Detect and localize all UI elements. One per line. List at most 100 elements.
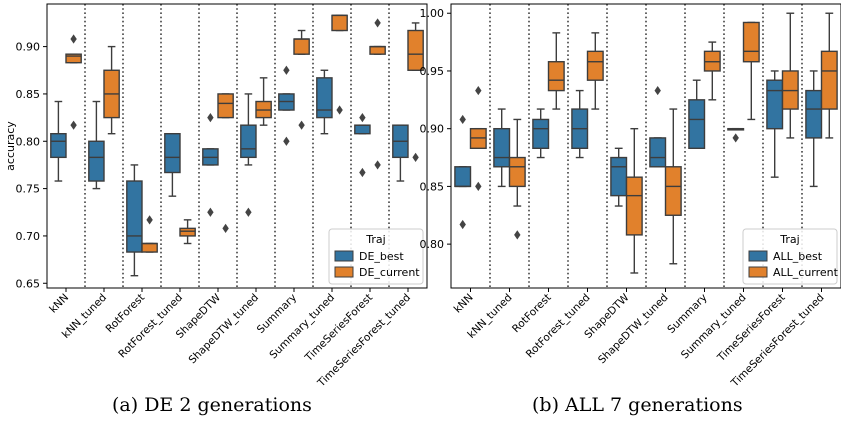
box-ALL_current-ShapeDTW_tuned xyxy=(664,108,682,265)
box-body xyxy=(649,137,667,168)
box-ALL_current-RotForest xyxy=(547,32,565,110)
box-body xyxy=(407,29,424,71)
box-DE_best-TimeSeriesForest_tuned xyxy=(392,124,409,182)
x-tick-label: ShapeDTW_tuned xyxy=(596,292,671,367)
box-DE_best-kNN xyxy=(50,100,67,182)
box-ALL_best-ShapeDTW_tuned xyxy=(649,85,667,168)
x-tick-label: kNN xyxy=(452,292,476,316)
box-ALL_best-Summary xyxy=(688,79,706,150)
chart-panel-0: 0.650.700.750.800.850.90kNNkNN_tunedRotF… xyxy=(4,3,428,390)
box-ALL_best-RotForest_tuned xyxy=(571,89,589,159)
y-tick-label: 0.70 xyxy=(16,230,41,243)
box-ALL_current-ShapeDTW xyxy=(625,127,643,274)
flier-0 xyxy=(459,114,466,125)
legend-swatch-1 xyxy=(334,266,354,278)
box-body xyxy=(179,227,196,237)
box-body xyxy=(141,242,158,253)
box-ALL_current-Summary xyxy=(703,41,721,101)
flier-0 xyxy=(336,105,343,115)
y-tick-label: 0.85 xyxy=(420,180,445,193)
box-ALL_current-TimeSeriesForest xyxy=(781,12,799,139)
legend-title: Traj xyxy=(365,233,385,246)
flier-0 xyxy=(359,113,366,123)
box-body xyxy=(586,50,604,81)
y-tick-label: 0.90 xyxy=(16,41,41,54)
x-tick-label: ShapeDTW_tuned xyxy=(186,292,261,367)
y-tick-label: 0.85 xyxy=(16,88,41,101)
legend-title: Traj xyxy=(779,233,799,246)
flier-1 xyxy=(359,167,366,178)
box-body xyxy=(532,118,550,150)
box-DE_current-RotForest xyxy=(141,215,158,253)
y-axis-label: accuracy xyxy=(4,121,17,171)
flier-0 xyxy=(654,85,661,96)
legend-swatch-1 xyxy=(748,266,768,278)
box-ALL_current-kNN_tuned xyxy=(508,118,526,240)
box-DE_best-TimeSeriesForest xyxy=(354,113,371,178)
box-body xyxy=(369,45,386,55)
legend-swatch-0 xyxy=(334,250,354,262)
box-body xyxy=(508,156,526,188)
box-DE_best-ShapeDTW_tuned xyxy=(240,93,257,217)
flier-0 xyxy=(245,207,252,217)
flier-1 xyxy=(283,136,290,146)
box-body xyxy=(331,14,348,32)
box-ALL_current-kNN xyxy=(469,85,487,192)
box-body xyxy=(88,140,105,182)
flier-0 xyxy=(374,18,381,28)
caption-b: (b) ALL 7 generations xyxy=(532,394,743,416)
flier-0 xyxy=(146,215,153,225)
flier-0 xyxy=(732,133,739,143)
box-ALL_current-TimeSeriesForest_tuned xyxy=(820,12,838,139)
legend-label-1: DE_current xyxy=(359,266,420,279)
box-body xyxy=(217,93,234,119)
box-body xyxy=(164,132,181,174)
box-body xyxy=(354,124,371,135)
box-DE_current-kNN xyxy=(65,34,82,130)
box-DE_current-TimeSeriesForest_tuned xyxy=(407,22,424,162)
box-body xyxy=(126,180,143,253)
box-body xyxy=(820,50,838,110)
box-DE_best-kNN_tuned xyxy=(88,100,105,190)
box-DE_current-ShapeDTW_tuned xyxy=(255,77,272,126)
x-tick-label: TimeSeriesForest xyxy=(302,292,375,365)
x-tick-label: TimeSeriesForest xyxy=(715,292,788,365)
flier-1 xyxy=(459,219,466,230)
axes-frame xyxy=(46,3,428,289)
box-ALL_best-TimeSeriesForest xyxy=(766,70,784,178)
flier-1 xyxy=(70,120,77,130)
flier-0 xyxy=(70,34,77,44)
flier-0 xyxy=(514,230,521,240)
box-DE_best-Summary xyxy=(278,65,295,146)
box-ALL_best-TimeSeriesForest_tuned xyxy=(805,70,823,188)
legend-label-0: ALL_best xyxy=(773,250,823,263)
legend-label-0: DE_best xyxy=(359,250,404,263)
box-body xyxy=(688,99,706,150)
box-DE_current-kNN_tuned xyxy=(103,45,120,135)
box-DE_current-TimeSeriesForest xyxy=(369,18,386,170)
flier-0 xyxy=(283,65,290,75)
flier-1 xyxy=(475,181,482,192)
box-body xyxy=(625,176,643,236)
box-ALL_current-Summary_tuned xyxy=(742,21,760,121)
box-DE_best-RotForest xyxy=(126,164,143,277)
box-ALL_current-RotForest_tuned xyxy=(586,32,604,110)
flier-0 xyxy=(475,85,482,96)
flier-0 xyxy=(222,223,229,233)
x-tick-label: Summary_tuned xyxy=(267,292,337,362)
box-body xyxy=(293,38,310,55)
box-DE_best-ShapeDTW xyxy=(202,113,219,217)
y-tick-label: 1.00 xyxy=(420,7,445,20)
caption-a: (a) DE 2 generations xyxy=(112,394,312,416)
box-ALL_best-kNN_tuned xyxy=(493,108,511,188)
flier-1 xyxy=(374,160,381,170)
y-tick-label: 0.65 xyxy=(16,277,41,290)
box-DE_current-ShapeDTW xyxy=(217,93,234,233)
flier-0 xyxy=(207,113,214,123)
y-tick-label: 0.95 xyxy=(420,65,445,78)
legend-label-1: ALL_current xyxy=(773,266,839,279)
flier-0 xyxy=(412,152,419,162)
box-body xyxy=(547,61,565,92)
legend-swatch-0 xyxy=(748,250,768,262)
